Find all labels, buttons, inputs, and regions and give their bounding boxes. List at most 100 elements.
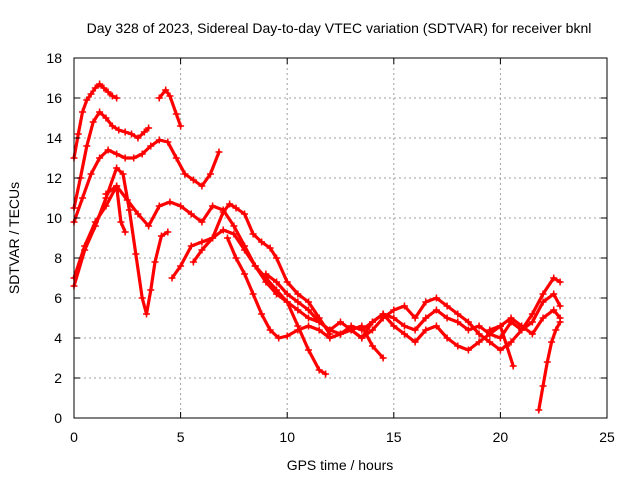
x-axis-label: GPS time / hours — [287, 457, 394, 473]
data-point-marker — [539, 290, 547, 298]
series-track-1 — [70, 80, 121, 162]
data-point-marker — [83, 142, 91, 150]
data-point-marker — [400, 330, 408, 338]
data-point-marker — [266, 244, 274, 252]
data-point-marker — [187, 210, 195, 218]
data-point-marker — [266, 326, 274, 334]
data-point-marker — [347, 326, 355, 334]
y-axis-label: SDTVAR / TECUs — [6, 182, 22, 294]
data-point-marker — [475, 330, 483, 338]
data-point-marker — [358, 334, 366, 342]
data-point-marker — [528, 310, 536, 318]
data-point-marker — [550, 290, 558, 298]
data-point-marker — [550, 306, 558, 314]
data-point-marker — [100, 84, 108, 92]
data-point-marker — [155, 94, 163, 102]
data-point-marker — [528, 318, 536, 326]
data-point-marker — [464, 326, 472, 334]
data-point-marker — [258, 310, 266, 318]
data-point-marker — [241, 210, 249, 218]
data-point-marker — [535, 406, 543, 414]
data-point-marker — [147, 286, 155, 294]
data-point-marker — [368, 342, 376, 350]
data-point-marker — [232, 204, 240, 212]
data-point-marker — [358, 326, 366, 334]
data-point-marker — [198, 246, 206, 254]
data-point-marker — [140, 128, 148, 136]
data-point-marker — [368, 318, 376, 326]
data-point-marker — [91, 84, 99, 92]
y-tick-label: 14 — [46, 130, 62, 146]
data-point-marker — [138, 294, 146, 302]
data-point-marker — [496, 322, 504, 330]
data-point-marker — [443, 314, 451, 322]
data-point-marker — [132, 250, 140, 258]
y-tick-label: 0 — [54, 410, 62, 426]
series-track-9 — [189, 200, 334, 338]
x-tick-label: 20 — [493, 429, 509, 445]
data-point-marker — [294, 326, 302, 334]
data-point-marker — [464, 318, 472, 326]
data-point-marker — [119, 170, 127, 178]
data-point-marker — [138, 150, 146, 158]
data-point-marker — [556, 302, 564, 310]
data-point-marker — [102, 190, 110, 198]
data-point-marker — [209, 202, 217, 210]
y-tick-label: 10 — [46, 210, 62, 226]
data-point-marker — [443, 302, 451, 310]
data-point-marker — [230, 222, 238, 230]
data-point-marker — [206, 170, 214, 178]
data-point-marker — [249, 290, 257, 298]
data-point-marker — [509, 362, 517, 370]
data-point-marker — [379, 354, 387, 362]
data-point-marker — [189, 176, 197, 184]
data-point-marker — [539, 298, 547, 306]
data-point-marker — [96, 80, 104, 88]
x-tick-label: 15 — [386, 429, 402, 445]
data-point-marker — [411, 326, 419, 334]
data-point-marker — [121, 228, 129, 236]
data-point-marker — [390, 314, 398, 322]
data-point-marker — [464, 346, 472, 354]
data-point-marker — [518, 322, 526, 330]
data-point-marker — [305, 306, 313, 314]
data-point-marker — [162, 86, 170, 94]
data-point-marker — [121, 128, 129, 136]
data-point-marker — [305, 322, 313, 330]
data-point-marker — [262, 278, 270, 286]
data-point-marker — [315, 366, 323, 374]
data-point-marker — [475, 338, 483, 346]
data-point-marker — [454, 310, 462, 318]
data-point-marker — [177, 202, 185, 210]
data-point-marker — [337, 330, 344, 338]
data-point-marker — [556, 318, 564, 326]
data-point-marker — [283, 332, 291, 340]
y-tick-label: 18 — [46, 50, 62, 66]
x-tick-label: 5 — [177, 429, 185, 445]
data-point-marker — [198, 218, 206, 226]
data-point-marker — [454, 318, 462, 326]
data-point-marker — [121, 154, 129, 162]
data-point-marker — [249, 230, 257, 238]
x-tick-label: 25 — [599, 429, 615, 445]
data-point-marker — [283, 290, 291, 298]
data-point-marker — [117, 218, 125, 226]
data-point-marker — [475, 322, 483, 330]
data-point-marker — [322, 370, 330, 378]
x-tick-label: 0 — [70, 429, 78, 445]
y-tick-label: 12 — [46, 170, 62, 186]
data-point-marker — [151, 258, 159, 266]
data-point-marker — [219, 226, 227, 234]
data-point-marker — [166, 92, 174, 100]
data-point-marker — [155, 202, 163, 210]
data-point-marker — [548, 338, 556, 346]
data-point-marker — [134, 210, 142, 218]
data-point-marker — [326, 326, 334, 334]
data-point-marker — [74, 130, 82, 138]
data-point-marker — [400, 322, 408, 330]
data-point-marker — [96, 154, 104, 162]
data-point-marker — [172, 154, 180, 162]
data-point-marker — [283, 278, 291, 286]
